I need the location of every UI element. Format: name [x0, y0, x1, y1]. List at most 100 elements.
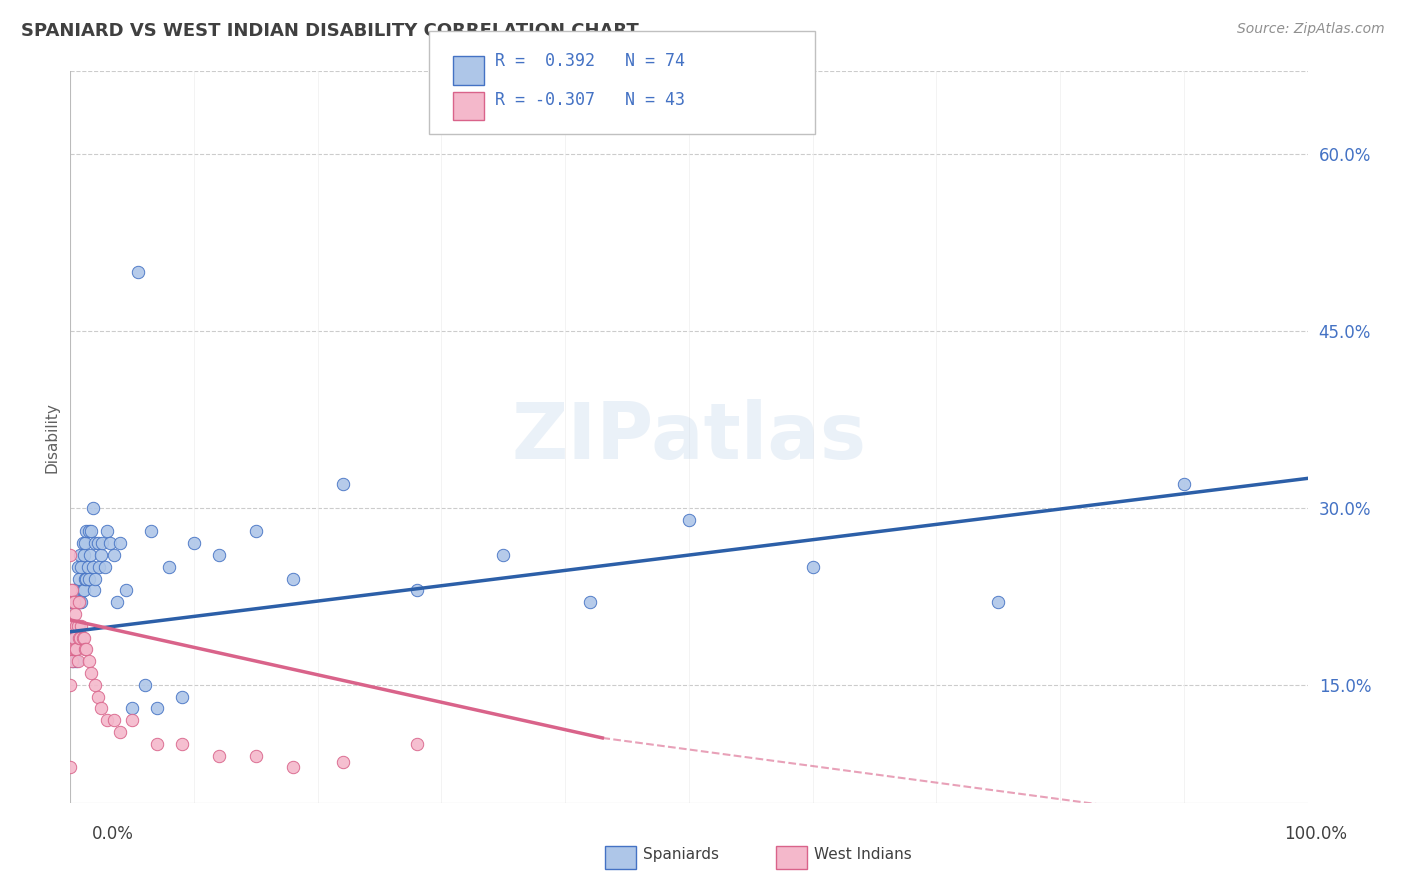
Point [72, 583, 94, 598]
Point [86, 690, 108, 704]
Point [84, 572, 107, 586]
Point [73, 631, 96, 645]
Point [70, 619, 93, 633]
Y-axis label: Disability: Disability [44, 401, 59, 473]
Point [60, 654, 83, 668]
Point [65, 619, 87, 633]
Point [59, 648, 82, 663]
Point [59, 624, 82, 639]
Point [63, 619, 86, 633]
Point [73, 583, 96, 598]
Point [82, 500, 104, 515]
Point [59, 678, 82, 692]
Point [108, 536, 131, 550]
Point [66, 654, 89, 668]
Text: SPANIARD VS WEST INDIAN DISABILITY CORRELATION CHART: SPANIARD VS WEST INDIAN DISABILITY CORRE… [21, 22, 638, 40]
Point [59, 583, 82, 598]
Point [77, 572, 100, 586]
Point [77, 654, 100, 668]
Point [405, 583, 427, 598]
Point [67, 595, 90, 609]
Point [103, 548, 125, 562]
Point [108, 725, 131, 739]
Point [139, 524, 162, 539]
Point [65, 654, 87, 668]
Point [146, 737, 169, 751]
Point [59, 636, 82, 650]
Point [75, 524, 97, 539]
Point [65, 642, 87, 657]
Point [80, 524, 103, 539]
Point [96, 713, 118, 727]
Point [208, 548, 231, 562]
Point [90, 548, 112, 562]
Point [98, 536, 121, 550]
Point [62, 654, 84, 668]
Point [70, 559, 93, 574]
Text: ZIPatlas: ZIPatlas [512, 399, 866, 475]
Point [77, 524, 100, 539]
Point [69, 548, 91, 562]
Point [72, 631, 94, 645]
Point [69, 631, 91, 645]
Point [66, 619, 89, 633]
Point [65, 607, 87, 621]
Point [83, 583, 105, 598]
Point [60, 619, 83, 633]
Point [63, 595, 86, 609]
Text: Source: ZipAtlas.com: Source: ZipAtlas.com [1237, 22, 1385, 37]
Point [332, 755, 354, 769]
Point [70, 595, 93, 609]
Point [281, 760, 304, 774]
Point [79, 548, 101, 562]
Point [1173, 477, 1195, 491]
Point [87, 559, 110, 574]
Point [59, 619, 82, 633]
Point [96, 524, 118, 539]
Point [121, 713, 143, 727]
Point [59, 760, 82, 774]
Point [157, 559, 180, 574]
Point [67, 572, 90, 586]
Point [75, 642, 97, 657]
Point [170, 737, 193, 751]
Point [69, 595, 91, 609]
Point [76, 559, 98, 574]
Point [63, 642, 86, 657]
Point [75, 536, 97, 550]
Point [66, 559, 89, 574]
Point [146, 701, 169, 715]
Point [65, 631, 87, 645]
Point [245, 748, 267, 763]
Point [63, 631, 86, 645]
Point [245, 524, 267, 539]
Point [65, 619, 87, 633]
Text: 100.0%: 100.0% [1284, 825, 1347, 843]
Point [127, 265, 149, 279]
Point [75, 572, 97, 586]
Point [62, 619, 84, 633]
Text: West Indians: West Indians [814, 847, 912, 862]
Point [59, 548, 82, 562]
Text: R = -0.307   N = 43: R = -0.307 N = 43 [495, 91, 685, 109]
Point [91, 536, 114, 550]
Point [65, 583, 87, 598]
Point [86, 536, 108, 550]
Point [60, 583, 83, 598]
Point [405, 737, 427, 751]
Point [332, 477, 354, 491]
Point [115, 583, 138, 598]
Text: Spaniards: Spaniards [643, 847, 718, 862]
Point [103, 713, 125, 727]
Point [121, 701, 143, 715]
Point [67, 595, 90, 609]
Point [67, 631, 90, 645]
Point [60, 642, 83, 657]
Point [84, 678, 107, 692]
Point [66, 595, 89, 609]
Point [281, 572, 304, 586]
Point [65, 595, 87, 609]
Point [208, 748, 231, 763]
Point [170, 690, 193, 704]
Point [73, 548, 96, 562]
